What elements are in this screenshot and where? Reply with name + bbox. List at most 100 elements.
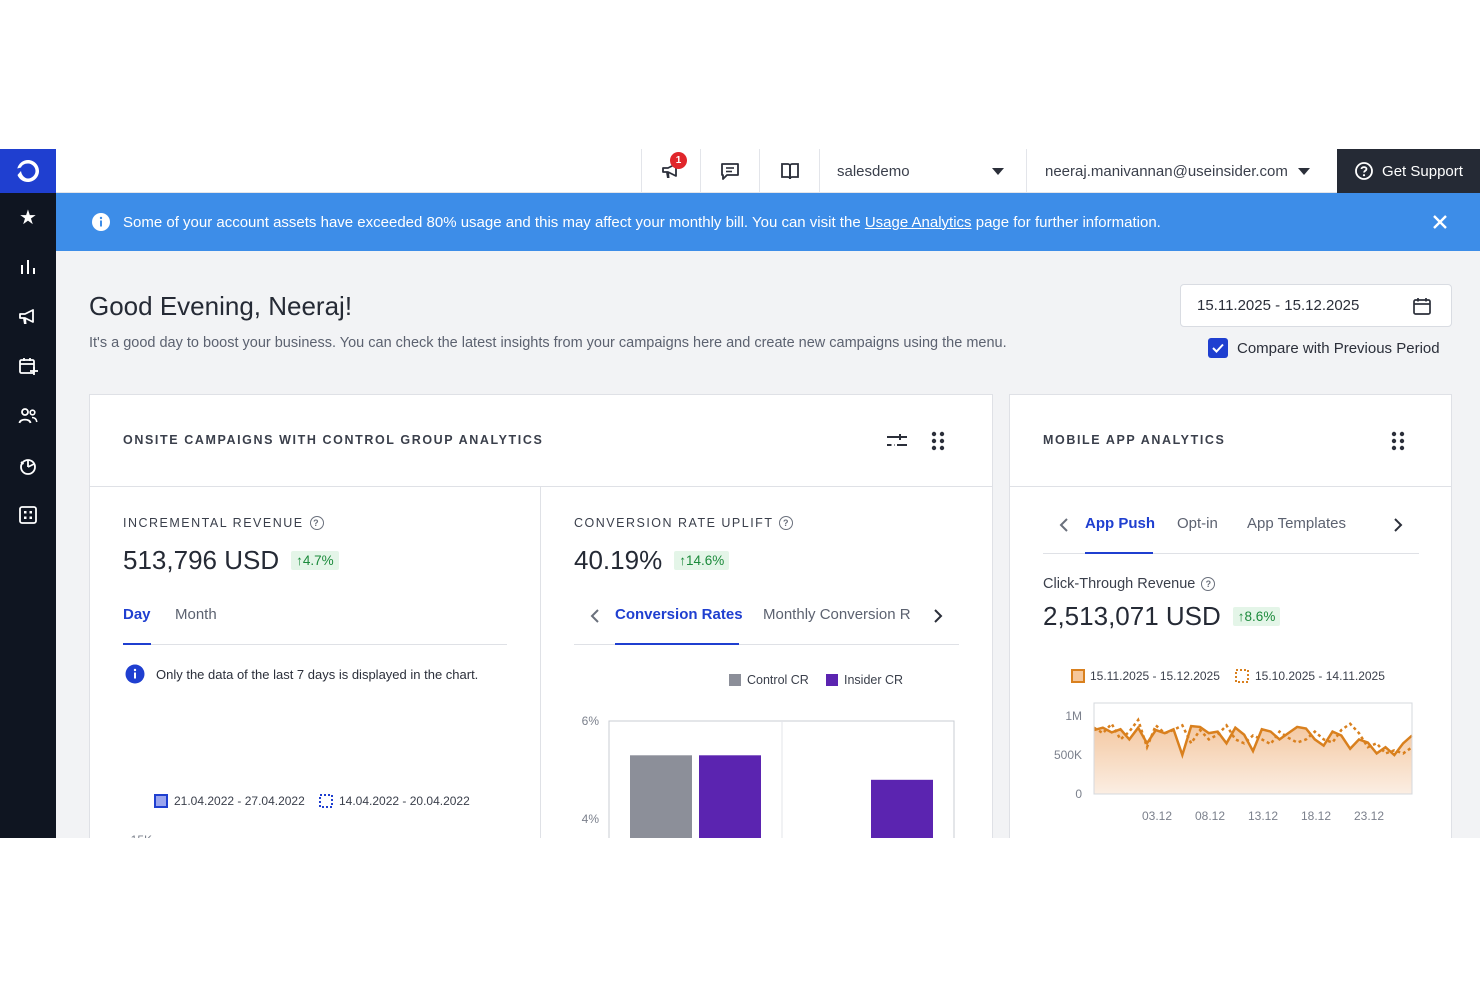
bar-control-cr	[630, 755, 692, 838]
megaphone-icon	[662, 163, 677, 178]
banner-text-start: Some of your account assets have exceede…	[123, 213, 865, 231]
chevron-down-icon	[992, 167, 1004, 175]
user-select[interactable]: neeraj.manivannan@useinsider.com	[1026, 149, 1337, 193]
chevron-left-icon[interactable]	[590, 608, 600, 624]
tab-monthly-conversion[interactable]: Monthly Conversion R	[763, 606, 911, 623]
click-through-revenue-chart: 15.11.2025 - 15.12.2025 15.10.2025 - 14.1…	[1054, 669, 1413, 823]
tab-app-push[interactable]: App Push	[1085, 515, 1155, 532]
sidebar-item-create[interactable]	[0, 348, 56, 384]
y-tick-label: 500K	[1054, 748, 1082, 762]
docs-button[interactable]	[759, 149, 819, 193]
tab-month[interactable]: Month	[175, 606, 217, 623]
book-icon	[780, 163, 799, 180]
incremental-revenue-chart: 21.04.2022 - 27.04.2022 14.04.2022 - 20.0…	[131, 794, 470, 838]
click-through-revenue-value: 2,513,071 USD ↑8.6%	[1043, 601, 1281, 632]
help-icon[interactable]: ?	[309, 516, 324, 530]
messages-button[interactable]	[700, 149, 759, 193]
onsite-campaigns-card: ONSITE CAMPAIGNS WITH CONTROL GROUP ANAL…	[89, 394, 993, 838]
tab-day[interactable]: Day	[123, 606, 151, 623]
delta-badge: ↑4.7%	[291, 551, 339, 570]
sidebar-item-reports[interactable]	[0, 448, 56, 484]
y-tick-label: 15K	[131, 833, 152, 838]
banner-text-end: page for further information.	[971, 213, 1161, 231]
card-header: MOBILE APP ANALYTICS	[1010, 395, 1451, 487]
sidebar-item-favorites[interactable]: ★	[0, 199, 56, 235]
users-icon	[18, 408, 38, 424]
legend-label-current: 15.11.2025 - 15.12.2025	[1090, 669, 1220, 683]
series-line-previous	[1093, 717, 1413, 755]
pie-chart-icon	[20, 459, 36, 475]
tab-opt-in[interactable]: Opt-in	[1177, 515, 1218, 532]
active-tab-indicator	[123, 643, 151, 645]
calendar-add-icon	[19, 358, 38, 375]
drag-handle-icon[interactable]	[931, 431, 945, 451]
announcements-button[interactable]: 1	[641, 149, 700, 193]
legend-swatch-insider	[826, 674, 838, 686]
active-tab-indicator	[1085, 552, 1153, 554]
chevron-left-icon[interactable]	[1059, 517, 1069, 533]
account-select[interactable]: salesdemo	[819, 149, 1026, 193]
help-icon[interactable]: ?	[779, 516, 794, 530]
y-tick-label: 1M	[1065, 709, 1082, 723]
card-title: MOBILE APP ANALYTICS	[1043, 433, 1226, 447]
metric-label-text: Click-Through Revenue	[1043, 576, 1196, 592]
legend-label-previous: 14.04.2022 - 20.04.2022	[339, 794, 470, 808]
x-tick-label: 23.12	[1354, 809, 1384, 823]
drag-handle-icon[interactable]	[1391, 431, 1405, 451]
legend-label-current: 21.04.2022 - 27.04.2022	[174, 794, 305, 808]
usage-warning-banner: Some of your account assets have exceede…	[56, 193, 1480, 251]
x-tick-label: 08.12	[1195, 809, 1225, 823]
star-icon: ★	[19, 205, 37, 229]
card-title: ONSITE CAMPAIGNS WITH CONTROL GROUP ANAL…	[123, 433, 544, 447]
chevron-right-icon[interactable]	[1393, 517, 1403, 533]
close-icon[interactable]	[1432, 214, 1448, 230]
help-icon[interactable]: ?	[1201, 577, 1216, 591]
divider	[540, 487, 541, 838]
account-select-value: salesdemo	[837, 162, 910, 180]
usage-analytics-link[interactable]: Usage Analytics	[864, 213, 972, 231]
filter-icon[interactable]	[886, 433, 908, 449]
bar-insider-cr	[699, 755, 761, 838]
app-window: ★	[0, 149, 1480, 838]
get-support-button[interactable]: Get Support	[1337, 149, 1480, 193]
help-circle-icon	[1355, 162, 1373, 180]
app-grid-icon	[19, 506, 37, 524]
info-icon	[92, 213, 110, 231]
compare-label: Compare with Previous Period	[1237, 339, 1440, 357]
metric-label-text: CONVERSION RATE UPLIFT	[574, 516, 774, 530]
metric-value-text: 513,796 USD	[123, 545, 280, 575]
legend-swatch-current	[1071, 669, 1085, 683]
bar-chart-icon	[21, 260, 35, 274]
legend-label-previous: 15.10.2025 - 14.11.2025	[1255, 669, 1385, 683]
legend-swatch-control	[729, 674, 741, 686]
card-header: ONSITE CAMPAIGNS WITH CONTROL GROUP ANAL…	[90, 395, 992, 487]
mobile-app-analytics-card: MOBILE APP ANALYTICS App Push Opt-in App…	[1009, 394, 1452, 838]
sidebar-item-campaigns[interactable]	[0, 299, 56, 335]
conversion-rate-value: 40.19% ↑14.6%	[574, 545, 730, 576]
chat-icon	[721, 163, 739, 180]
tab-app-templates[interactable]: App Templates	[1247, 515, 1346, 532]
metric-label-text: INCREMENTAL REVENUE	[123, 516, 304, 530]
conversion-rate-chart: Control CR Insider CR 6% 4%	[582, 673, 955, 838]
y-tick-label: 4%	[582, 812, 600, 826]
info-icon	[125, 664, 145, 684]
legend-swatch-previous	[319, 794, 333, 808]
brand-logo[interactable]	[0, 149, 56, 193]
conversion-rate-label: CONVERSION RATE UPLIFT ?	[574, 516, 794, 530]
sidebar-item-audience[interactable]	[0, 398, 56, 434]
checkmark-icon	[1212, 343, 1224, 353]
click-through-revenue-label: Click-Through Revenue ?	[1043, 576, 1216, 592]
compare-checkbox[interactable]	[1208, 338, 1228, 358]
sidebar-item-analytics[interactable]	[0, 249, 56, 285]
get-support-label: Get Support	[1382, 162, 1463, 180]
chevron-down-icon	[1297, 167, 1310, 175]
metric-value-text: 40.19%	[574, 545, 663, 575]
tab-conversion-rates[interactable]: Conversion Rates	[615, 606, 743, 623]
chevron-right-icon[interactable]	[933, 608, 943, 624]
date-range-picker[interactable]: 15.11.2025 - 15.12.2025	[1180, 284, 1452, 327]
y-tick-label: 0	[1075, 787, 1082, 801]
delta-badge: ↑8.6%	[1232, 607, 1281, 626]
legend-swatch-current	[154, 794, 168, 808]
date-range-value: 15.11.2025 - 15.12.2025	[1197, 297, 1360, 314]
sidebar-item-apps[interactable]	[0, 497, 56, 533]
